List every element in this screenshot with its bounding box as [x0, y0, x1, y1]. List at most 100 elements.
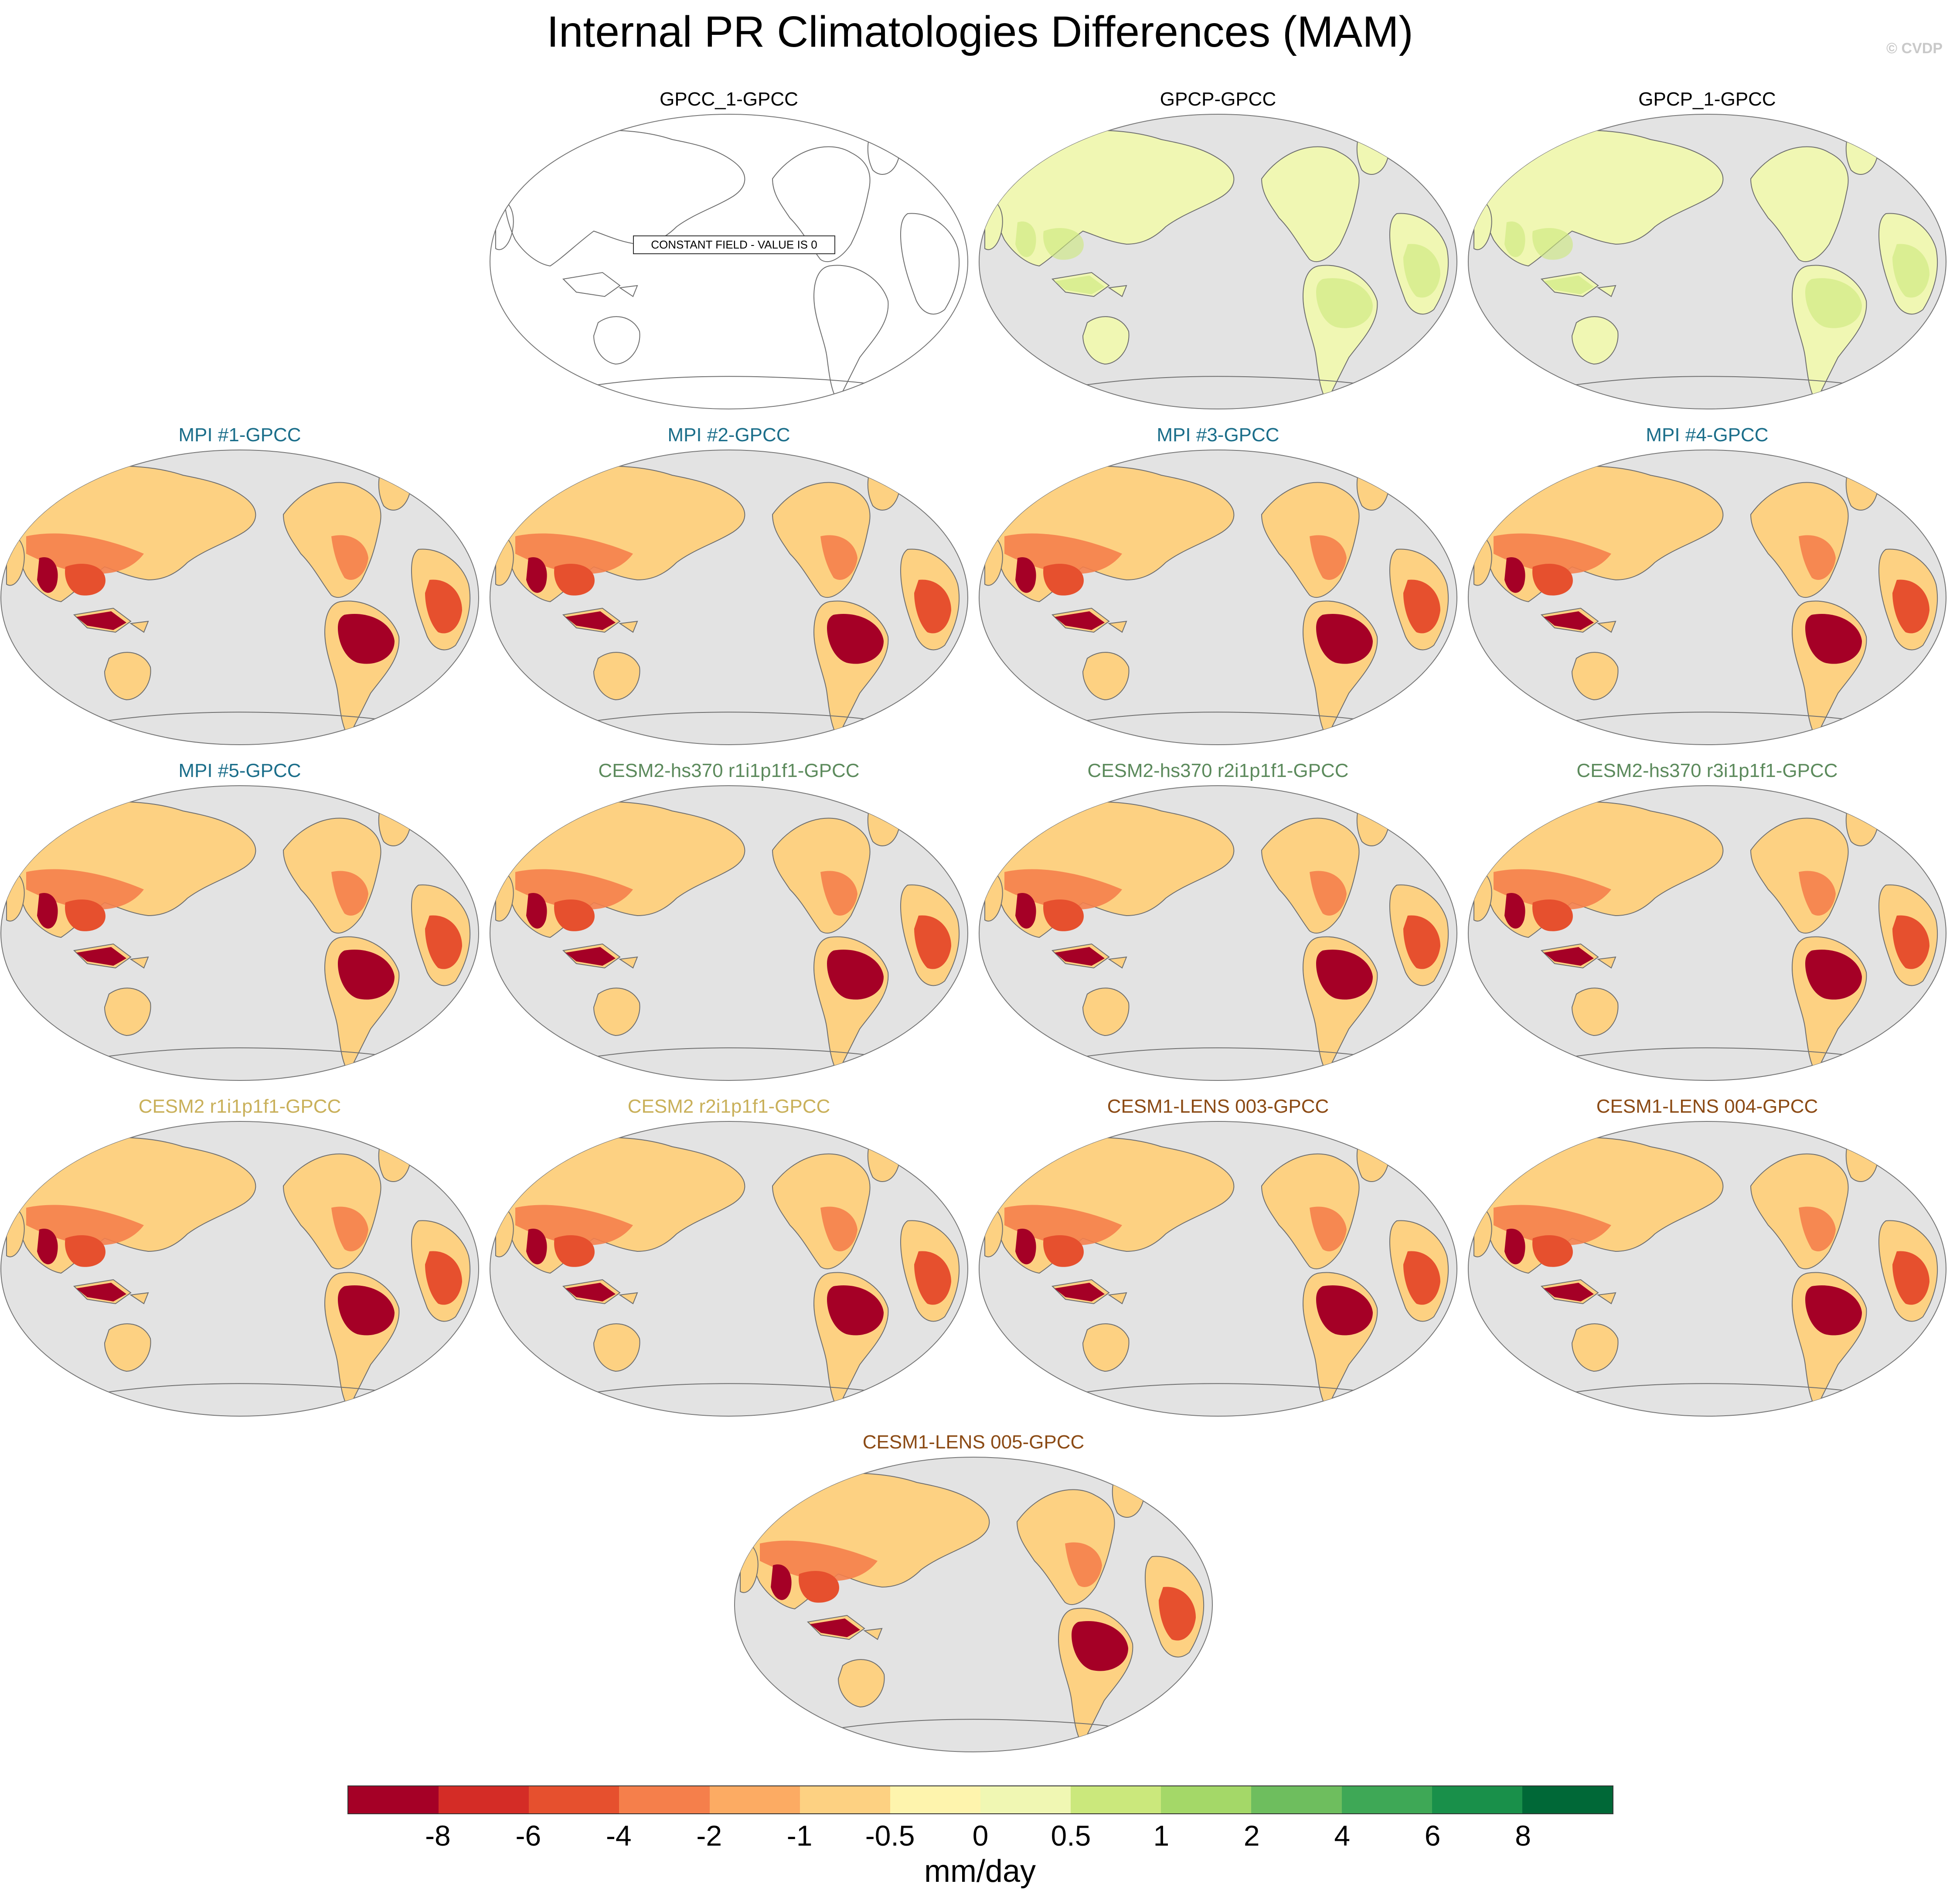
hotspot-amazon [1072, 1621, 1128, 1671]
hotspot-india [1015, 893, 1036, 929]
land-africa [900, 213, 960, 315]
hotspot-seasia [1532, 228, 1573, 260]
namerica-band [1799, 871, 1836, 916]
colorbar-box [348, 1786, 439, 1813]
hotspot-africaW [425, 915, 462, 969]
panel-title: MPI #1-GPCC [178, 424, 301, 446]
hotspot-amazon [1316, 614, 1373, 664]
hotspot-seasia [65, 563, 105, 596]
hotspot-maritime [76, 1283, 126, 1301]
colorbar-box [709, 1786, 800, 1813]
hotspot-amazon [827, 614, 884, 664]
world-map [490, 1121, 968, 1417]
ocean [490, 114, 968, 409]
hotspot-amazon [827, 950, 884, 1000]
hotspot-india [1015, 221, 1036, 257]
hotspot-maritime [565, 611, 616, 630]
hotspot-seasia [1043, 563, 1084, 596]
hotspot-maritime [1055, 1283, 1105, 1301]
asia-band [1004, 869, 1122, 910]
hotspot-seasia [1532, 563, 1573, 596]
hotspot-maritime [810, 1618, 860, 1637]
land-australia [1082, 652, 1130, 701]
asia-band [26, 869, 144, 910]
land-eurasia [502, 130, 745, 267]
world-map [1468, 450, 1946, 745]
panel-title: CESM1-LENS 004-GPCC [1596, 1096, 1818, 1117]
hotspot-africaW [914, 1251, 951, 1305]
panel-title: CESM1-LENS 003-GPCC [1107, 1096, 1329, 1117]
colorbar-tick-label: -4 [606, 1819, 632, 1852]
world-map [1468, 1121, 1946, 1417]
hotspot-maritime [1544, 611, 1594, 630]
map-panel: GPCP-GPCC [978, 87, 1458, 410]
hotspot-maritime [565, 947, 616, 966]
land-australia [593, 652, 640, 701]
colorbar-tick-label: 1 [1153, 1819, 1170, 1852]
hotspot-india [1504, 893, 1525, 929]
land-namerica [772, 146, 871, 262]
asia-band [1494, 533, 1611, 574]
hotspot-maritime [1544, 1283, 1594, 1301]
hotspot-africaW [425, 579, 462, 634]
colorbar-box [529, 1786, 619, 1813]
hotspot-amazon [1805, 950, 1862, 1000]
namerica-band [820, 535, 858, 580]
land-australia [1571, 988, 1619, 1036]
panel-title: CESM2-hs370 r1i1p1f1-GPCC [598, 760, 860, 781]
panel-title: CESM1-LENS 005-GPCC [862, 1431, 1085, 1453]
hotspot-india [1504, 221, 1525, 257]
colorbar-box [890, 1786, 980, 1813]
asia-band [760, 1540, 878, 1581]
hotspot-seasia [1532, 1235, 1573, 1267]
map-panel: GPCC_1-GPCC CONSTANT FIELD - VALUE IS 0 [489, 87, 969, 410]
hotspot-india [526, 557, 547, 593]
hotspot-india [37, 1229, 58, 1264]
hotspot-india [526, 893, 547, 929]
asia-band [1004, 1205, 1122, 1246]
namerica-band [820, 1206, 858, 1251]
colorbar-box [1251, 1786, 1342, 1813]
hotspot-africaW [425, 1251, 462, 1305]
hotspot-amazon [338, 614, 395, 664]
colorbar-tick-label: 8 [1515, 1819, 1531, 1852]
namerica-band [820, 871, 858, 916]
world-map [979, 785, 1457, 1081]
colorbar-tick-label: 6 [1424, 1819, 1441, 1852]
colorbar [347, 1785, 1613, 1814]
world-map [490, 114, 968, 409]
colorbar-tick-label: -1 [786, 1819, 813, 1852]
land-australia [593, 1323, 640, 1372]
hotspot-india [37, 893, 58, 929]
hotspot-africaW [1403, 244, 1440, 298]
hotspot-maritime [76, 947, 126, 966]
asia-band [26, 1205, 144, 1246]
hotspot-seasia [1043, 899, 1084, 931]
world-map [979, 1121, 1457, 1417]
map-panel: CESM2-hs370 r3i1p1f1-GPCC [1467, 759, 1947, 1081]
hotspot-africaW [1892, 579, 1929, 634]
hotspot-maritime [1055, 276, 1105, 294]
namerica-band [1799, 535, 1836, 580]
colorbar-tick-label: 2 [1243, 1819, 1260, 1852]
hotspot-seasia [799, 1571, 839, 1603]
hotspot-seasia [65, 1235, 105, 1267]
panel-title: MPI #2-GPCC [667, 424, 790, 446]
hotspot-amazon [827, 1285, 884, 1335]
hotspot-amazon [1316, 950, 1373, 1000]
land-australia [1082, 988, 1130, 1036]
hotspot-india [526, 1229, 547, 1264]
hotspot-maritime [1544, 276, 1594, 294]
colorbar-box [1341, 1786, 1432, 1813]
map-panel: CESM2-hs370 r2i1p1f1-GPCC [978, 759, 1458, 1081]
panel-title: MPI #3-GPCC [1157, 424, 1279, 446]
land-namerica [1261, 146, 1360, 262]
constant-field-label: CONSTANT FIELD - VALUE IS 0 [633, 235, 835, 254]
map-panel: CESM1-LENS 005-GPCC [734, 1430, 1213, 1753]
hotspot-seasia [554, 563, 595, 596]
panel-title: CESM2-hs370 r3i1p1f1-GPCC [1576, 760, 1838, 781]
panel-title: MPI #5-GPCC [178, 760, 301, 781]
world-map [490, 785, 968, 1081]
hotspot-africaW [1403, 579, 1440, 634]
namerica-band [1310, 535, 1347, 580]
